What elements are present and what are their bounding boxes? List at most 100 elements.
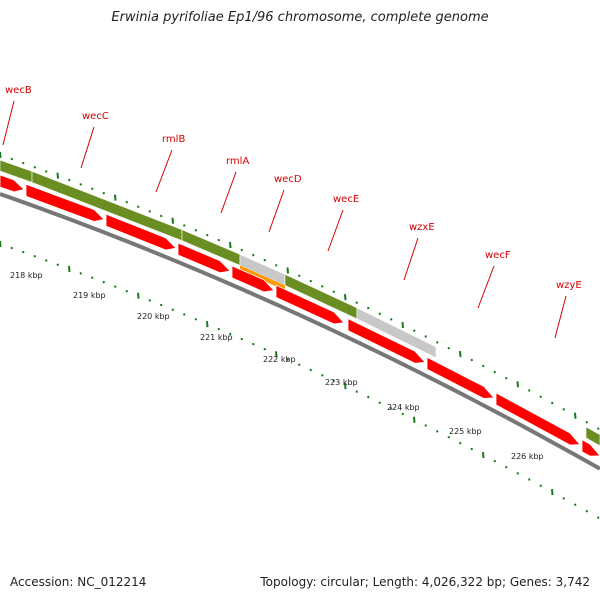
pointer-line (268, 189, 285, 233)
tick-mark (148, 210, 151, 213)
tick-mark (194, 318, 197, 321)
tick-mark (148, 299, 151, 302)
tick-mark (447, 435, 450, 439)
tick-mark (56, 263, 59, 266)
tick-mark (551, 488, 554, 496)
tick-mark (125, 200, 128, 204)
tick-mark (332, 379, 335, 382)
tick-mark (171, 308, 174, 311)
tick-mark (0, 151, 2, 159)
gene-label: rmlB (162, 134, 185, 145)
tick-mark (493, 459, 496, 463)
kbp-label: 222 kbp (263, 355, 296, 364)
gene-segment (356, 307, 437, 359)
tick-mark (229, 332, 232, 336)
tick-mark (390, 407, 393, 410)
tick-mark (286, 267, 289, 274)
tick-mark (367, 395, 370, 399)
gene-label: wecC (82, 111, 109, 122)
tick-mark (102, 280, 105, 284)
gene-label: wecF (485, 250, 511, 261)
tick-mark (229, 241, 232, 249)
tick-mark (206, 233, 209, 237)
tick-mark (390, 318, 393, 321)
pointer-line (403, 237, 419, 281)
kbp-label: 224 kbp (387, 403, 420, 412)
kbp-label: 225 kbp (449, 427, 482, 436)
kbp-label: 226 kbp (511, 452, 544, 461)
gene-segment (585, 426, 600, 447)
tick-mark (79, 272, 82, 275)
tick-mark (298, 274, 301, 277)
tick-mark (597, 516, 600, 519)
tick-mark (355, 301, 358, 304)
tick-mark (263, 347, 266, 351)
tick-mark (355, 390, 358, 393)
pointer-line (554, 295, 567, 339)
tick-mark (137, 205, 140, 208)
tick-mark (597, 427, 600, 430)
tick-mark (309, 279, 312, 283)
gene-label: wzxE (409, 222, 435, 233)
tick-mark (194, 229, 197, 232)
tick-mark (206, 321, 209, 328)
tick-mark (332, 290, 335, 293)
cds-arrow (347, 317, 426, 364)
tick-mark (240, 337, 243, 341)
tick-mark (79, 183, 82, 186)
tick-mark (516, 381, 519, 388)
tick-mark (482, 451, 485, 459)
cds-arrow (105, 213, 177, 251)
tick-mark (240, 248, 243, 252)
tick-mark (585, 509, 588, 513)
tick-mark (585, 420, 588, 424)
tick-mark (263, 258, 266, 262)
tick-mark (68, 265, 71, 273)
tick-mark (171, 217, 174, 224)
genome-backbone (0, 192, 600, 471)
tick-mark (562, 497, 565, 500)
tick-mark (33, 255, 36, 258)
tick-mark (0, 240, 2, 248)
pointer-line (220, 171, 237, 214)
tick-mark (574, 503, 577, 507)
gene-label: wecD (274, 174, 302, 185)
tick-mark (459, 351, 462, 358)
tick-mark (252, 253, 255, 257)
pointer-line (2, 100, 15, 146)
tick-mark (436, 341, 439, 344)
gene-label: wecE (333, 194, 359, 205)
kbp-label: 218 kbp (10, 271, 43, 280)
tick-mark (562, 408, 565, 411)
tick-mark (424, 335, 427, 338)
tick-mark (447, 346, 450, 350)
tick-mark (551, 401, 554, 405)
tick-mark (309, 368, 312, 372)
gene-label: wecB (5, 85, 32, 96)
kbp-tick-labels: 218 kbp 219 kbp 220 kbp 221 kbp 222 kbp 223 k… (10, 271, 544, 461)
tick-mark (298, 363, 301, 366)
cds-arrow (495, 392, 581, 446)
tick-mark (45, 259, 48, 262)
cds-arrow (426, 356, 495, 399)
tick-mark (10, 246, 13, 250)
tick-mark (539, 484, 542, 488)
tick-mark (45, 170, 48, 173)
tick-mark (505, 376, 508, 380)
tick-mark (528, 478, 531, 481)
cds-arrow (0, 174, 25, 193)
backbone-line (0, 192, 600, 471)
tick-mark (413, 329, 416, 332)
tick-mark (91, 276, 94, 279)
kbp-label: 223 kbp (325, 378, 358, 387)
tick-mark (470, 447, 473, 451)
tick-mark (217, 327, 220, 331)
tick-mark (528, 389, 531, 392)
tick-mark (68, 178, 71, 182)
tick-mark (217, 238, 220, 242)
kbp-label: 220 kbp (137, 312, 170, 321)
tick-mark (413, 416, 416, 423)
kbp-label: 219 kbp (73, 291, 106, 300)
tick-mark (539, 395, 542, 399)
tick-mark (275, 351, 278, 358)
